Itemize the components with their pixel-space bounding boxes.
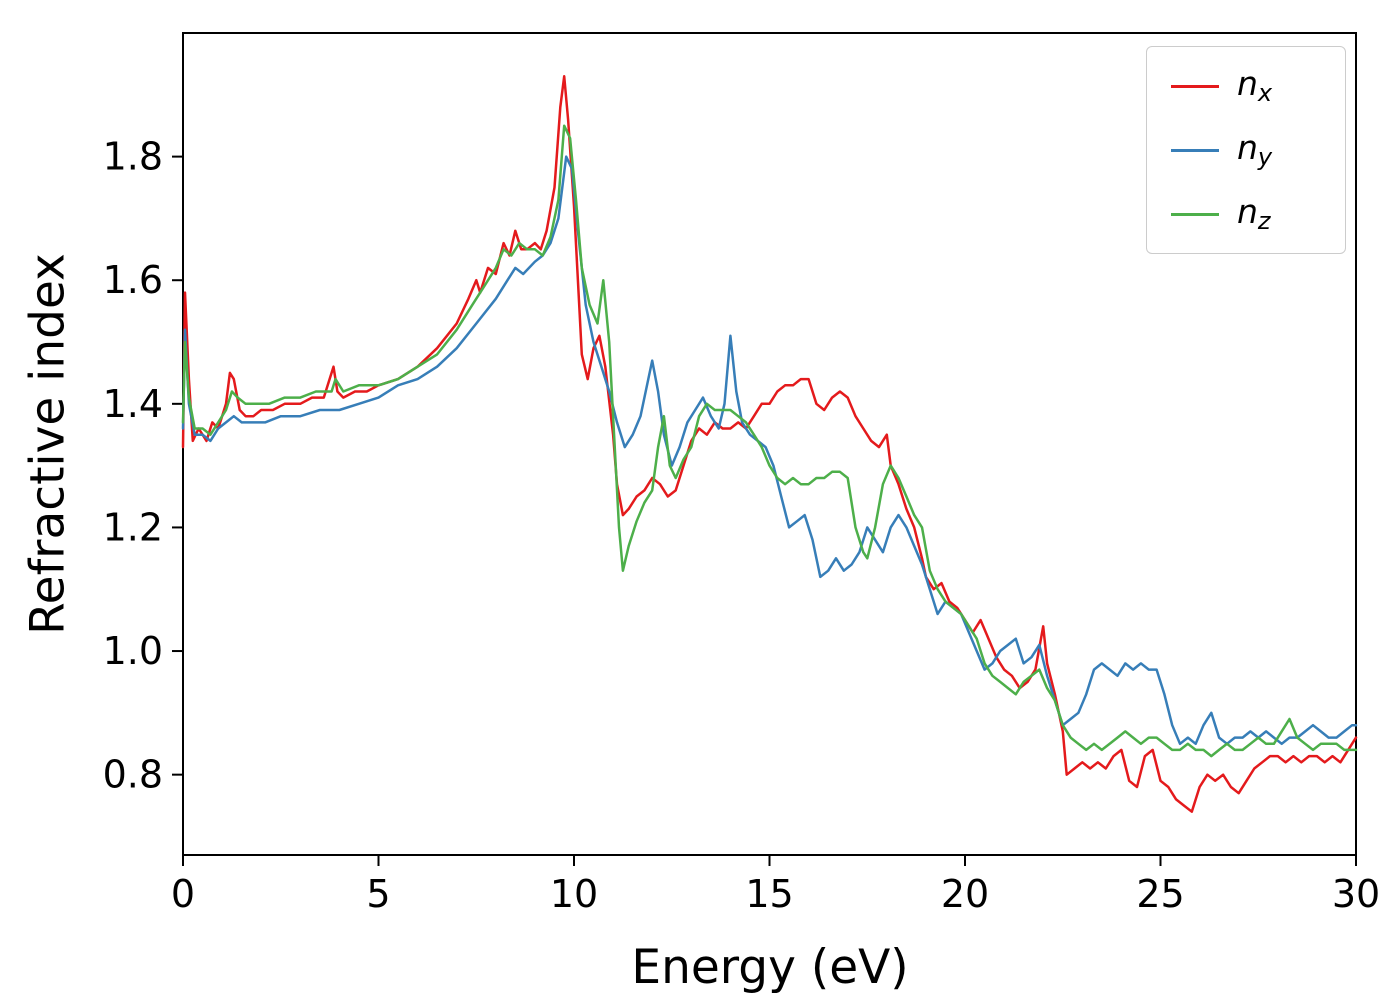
legend-label-ny: ny — [1237, 128, 1273, 171]
series-line-nz — [181, 124, 1358, 758]
y-tick-label: 1.6 — [103, 258, 163, 302]
x-tick-label: 15 — [745, 872, 793, 916]
y-tick-label: 1.2 — [103, 505, 163, 549]
series-line-ny — [181, 155, 1358, 746]
y-tick-label: 1.4 — [103, 382, 163, 426]
legend-label-nz: nz — [1237, 192, 1271, 235]
y-tick-label: 1.0 — [103, 629, 163, 673]
legend-line-ny — [1171, 148, 1219, 152]
legend-line-nx — [1171, 84, 1219, 88]
x-tick-label: 30 — [1332, 872, 1380, 916]
x-tick-label: 20 — [941, 872, 989, 916]
legend-item-ny: ny — [1171, 131, 1321, 169]
legend-label-nx: nx — [1237, 64, 1273, 107]
y-axis-label: Refractive index — [20, 253, 76, 635]
x-tick-label: 25 — [1136, 872, 1184, 916]
legend-item-nx: nx — [1171, 67, 1321, 105]
x-axis-label: Energy (eV) — [631, 940, 909, 995]
y-tick-label: 0.8 — [103, 753, 163, 797]
legend-item-nz: nz — [1171, 195, 1321, 233]
x-tick-label: 0 — [171, 872, 195, 916]
x-tick-label: 10 — [550, 872, 598, 916]
legend: nx ny nz — [1146, 46, 1346, 254]
x-tick-label: 5 — [366, 872, 390, 916]
legend-line-nz — [1171, 212, 1219, 216]
y-tick-label: 1.8 — [103, 135, 163, 179]
series-line-nx — [181, 75, 1358, 813]
